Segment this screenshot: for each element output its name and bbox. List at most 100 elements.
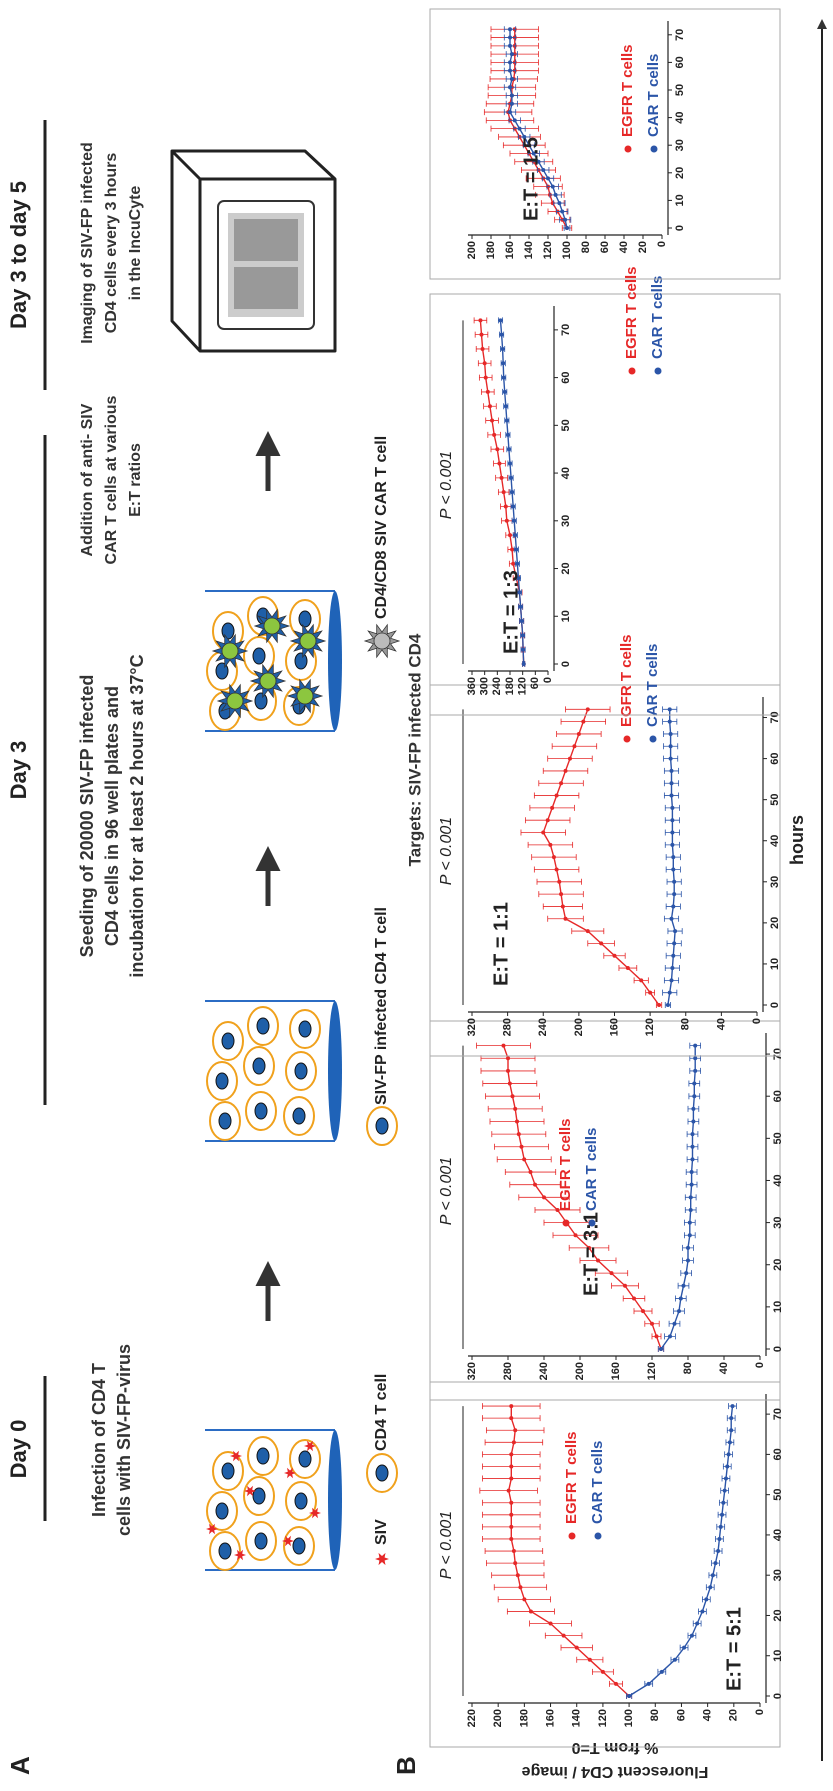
data-point (501, 347, 505, 351)
data-point (692, 1094, 696, 1098)
data-point (731, 1404, 735, 1408)
data-point (693, 1069, 697, 1073)
data-point (672, 941, 676, 945)
data-point (581, 720, 585, 724)
data-point (550, 806, 554, 810)
data-point (679, 1296, 683, 1300)
nucleus (219, 1113, 231, 1129)
legend-marker (655, 368, 662, 375)
landscape-figure: A Day 0 Day 3 Day 3 to day 5 Infection o… (5, 9, 822, 1780)
data-point (690, 1634, 694, 1638)
data-point (614, 1682, 618, 1686)
y-tick-label: 180 (504, 677, 516, 695)
data-point (501, 361, 505, 365)
y-tick-label: 200 (492, 1709, 504, 1727)
x-tick-label: 30 (560, 515, 572, 527)
data-point (499, 318, 503, 322)
y-tick-label: 160 (544, 1709, 556, 1727)
legend-label: CAR T cells (589, 1441, 606, 1524)
car-t-core (260, 673, 276, 689)
data-point (728, 1440, 732, 1444)
x-tick-label: 70 (560, 324, 572, 336)
data-point (504, 404, 508, 408)
nucleus (255, 1533, 267, 1549)
y-tick-label: 0 (754, 1362, 766, 1368)
data-point (560, 209, 564, 213)
data-point (563, 218, 567, 222)
x-tick-label: 70 (674, 29, 686, 41)
p-value: P < 0.001 (438, 1511, 455, 1579)
data-point (502, 1044, 506, 1048)
data-point (554, 193, 558, 197)
data-point (691, 1132, 695, 1136)
data-point (673, 929, 677, 933)
data-point (555, 794, 559, 798)
data-point (542, 1195, 546, 1199)
p-value: P < 0.001 (438, 451, 455, 519)
ratio-label: E:T = 1:3 (500, 570, 522, 654)
data-point (721, 1501, 725, 1505)
y-tick-label: 0 (754, 1709, 766, 1715)
x-tick-label: 50 (560, 419, 572, 431)
p-value: P < 0.001 (438, 817, 455, 885)
y-tick-label: 20 (637, 241, 649, 253)
data-point (669, 744, 673, 748)
x-tick-label: 20 (772, 1259, 784, 1271)
data-point (671, 954, 675, 958)
data-point (509, 1404, 513, 1408)
data-point (691, 1157, 695, 1161)
data-point (670, 769, 674, 773)
data-point (725, 1464, 729, 1468)
y-tick-label: 280 (502, 1018, 514, 1036)
stage-header: Day 0 (6, 1420, 31, 1479)
x-axis-label: hours (787, 815, 807, 865)
chart-frame (430, 1021, 780, 1400)
nucleus (255, 693, 267, 709)
data-point (508, 85, 512, 89)
data-point (671, 867, 675, 871)
x-tick-label: 60 (674, 56, 686, 68)
legend-label: CAR T cells (645, 54, 662, 137)
nucleus (376, 1118, 388, 1134)
data-point (613, 954, 617, 958)
data-point (557, 201, 561, 205)
data-point (716, 1549, 720, 1553)
data-point (575, 1646, 579, 1650)
y-tick-label: 0 (542, 677, 554, 683)
panel-title: Targets: SIV-FP infected CD4 (405, 633, 424, 866)
schematic (172, 151, 399, 1570)
data-point (508, 462, 512, 466)
x-tick-label: 20 (560, 562, 572, 574)
ratio-label: E:T = 5:1 (723, 1607, 745, 1691)
nucleus (299, 611, 311, 627)
legend-marker (651, 146, 658, 153)
data-point (682, 1646, 686, 1650)
nucleus (299, 1021, 311, 1037)
y-tick-label: 140 (571, 1709, 583, 1727)
y-tick-label: 100 (561, 241, 573, 259)
data-point (586, 707, 590, 711)
x-tick-label: 70 (772, 1408, 784, 1420)
data-point (506, 433, 510, 437)
x-tick-label: 20 (674, 167, 686, 179)
chart-frame (430, 685, 780, 1056)
data-point (559, 892, 563, 896)
page: A Day 0 Day 3 Day 3 to day 5 Infection o… (0, 0, 833, 1791)
legend-marker (563, 1220, 570, 1227)
y-tick-label: 40 (618, 241, 630, 253)
nucleus (299, 1451, 311, 1467)
data-point (481, 347, 485, 351)
y-tick-label: 80 (682, 1362, 694, 1374)
y-tick-label: 100 (623, 1709, 635, 1727)
data-point (670, 818, 674, 822)
data-point (484, 376, 488, 380)
data-point (510, 52, 514, 56)
data-point (508, 69, 512, 73)
stage-header: Day 3 to day 5 (6, 181, 31, 329)
x-tick-label: 60 (772, 1448, 784, 1460)
data-point (691, 1107, 695, 1111)
figure: A Day 0 Day 3 Day 3 to day 5 Infection o… (0, 0, 833, 1791)
x-tick-label: 40 (560, 467, 572, 479)
nucleus (295, 1063, 307, 1079)
y-tick-label: 200 (574, 1362, 586, 1380)
